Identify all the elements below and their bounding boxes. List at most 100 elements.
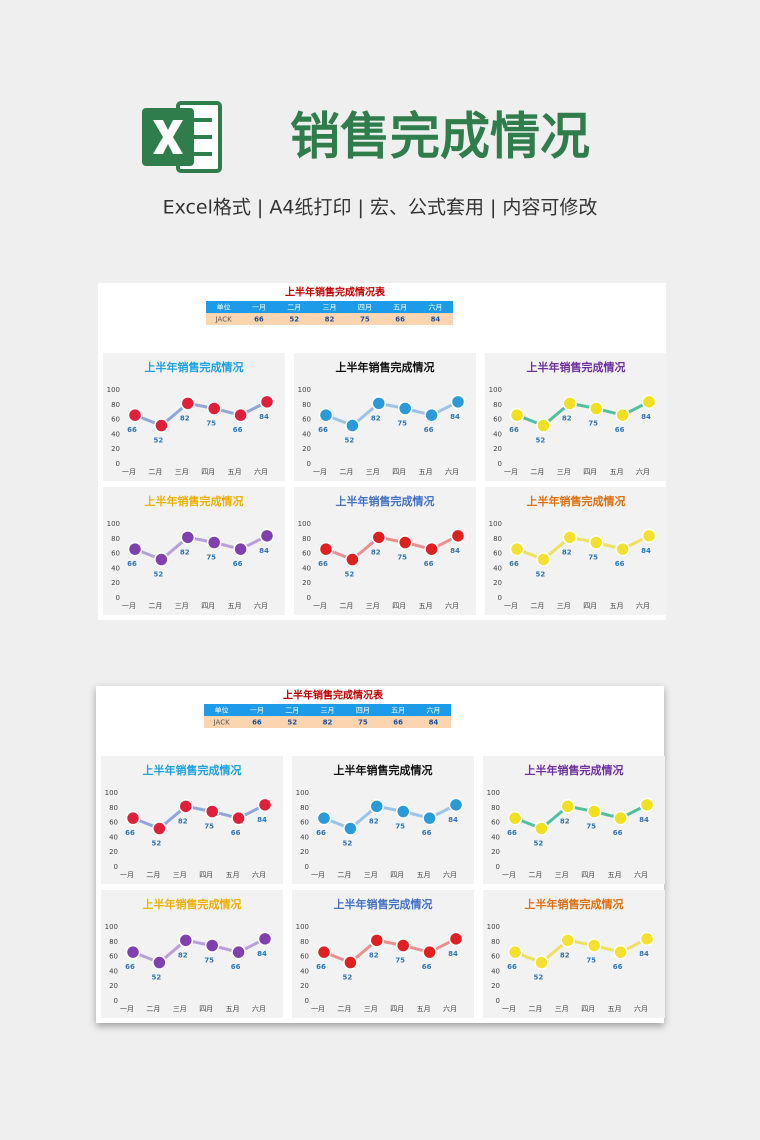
y-tick-label: 100 (489, 520, 502, 528)
x-tick-label: 四月 (583, 468, 597, 476)
data-label: 66 (318, 426, 328, 434)
point-marker (536, 552, 551, 567)
x-tick-label: 四月 (392, 468, 406, 476)
data-label: 84 (641, 547, 651, 555)
x-tick-label: 一月 (313, 602, 327, 610)
y-tick-label: 80 (300, 804, 309, 812)
data-label: 66 (507, 963, 517, 971)
y-tick-label: 60 (111, 550, 120, 558)
point-marker (397, 535, 413, 550)
excel-icon (142, 101, 222, 173)
data-label: 66 (424, 560, 434, 568)
point-marker (450, 394, 466, 410)
x-tick-label: 六月 (443, 870, 457, 879)
point-marker (206, 535, 222, 550)
y-tick-label: 0 (496, 863, 500, 871)
x-tick-label: 四月 (583, 602, 597, 610)
data-label: 82 (562, 548, 572, 556)
y-tick-label: 60 (302, 550, 311, 558)
point-marker (615, 541, 630, 557)
table-header-cell: 四月 (356, 707, 370, 715)
point-marker (318, 407, 334, 423)
point-marker (204, 938, 220, 953)
x-tick-label: 二月 (146, 871, 160, 879)
x-tick-label: 四月 (392, 602, 406, 610)
x-tick-label: 三月 (555, 1005, 569, 1013)
data-label: 52 (152, 840, 162, 848)
y-tick-label: 0 (307, 460, 311, 468)
table-cell: JACK (215, 316, 232, 324)
data-label: 66 (613, 829, 623, 837)
data-label: 82 (562, 414, 572, 422)
point-marker (318, 541, 334, 557)
point-marker (125, 944, 141, 960)
data-label: 84 (448, 816, 458, 824)
x-tick-label: 六月 (634, 1004, 648, 1013)
y-tick-label: 20 (109, 848, 118, 856)
data-label: 52 (154, 571, 164, 579)
point-marker (206, 401, 222, 416)
data-label: 52 (534, 974, 544, 982)
point-marker (127, 407, 143, 423)
table-header-cell: 一月 (252, 304, 266, 312)
x-tick-label: 二月 (337, 871, 351, 879)
chart-title: 上半年销售完成情况 (527, 360, 626, 374)
point-marker (154, 418, 169, 433)
point-marker (231, 944, 246, 960)
y-tick-label: 0 (114, 997, 118, 1005)
data-label: 82 (178, 951, 188, 959)
point-marker (448, 797, 464, 813)
y-tick-label: 20 (300, 982, 309, 990)
point-marker (424, 541, 439, 557)
table-header-cell: 六月 (426, 706, 440, 715)
x-tick-label: 四月 (581, 1005, 595, 1013)
y-tick-label: 40 (300, 967, 309, 975)
y-tick-label: 40 (300, 833, 309, 841)
x-tick-label: 六月 (636, 467, 650, 476)
point-marker (534, 955, 549, 970)
data-label: 52 (343, 974, 353, 982)
x-tick-label: 四月 (201, 468, 215, 476)
point-marker (180, 530, 196, 545)
data-label: 52 (152, 974, 162, 982)
y-tick-label: 20 (302, 579, 311, 587)
x-tick-label: 五月 (226, 1005, 240, 1013)
y-tick-label: 20 (111, 579, 120, 587)
point-marker (233, 541, 248, 557)
x-tick-label: 四月 (199, 1005, 213, 1013)
point-marker (343, 821, 358, 836)
x-tick-label: 四月 (390, 1005, 404, 1013)
y-tick-label: 100 (105, 789, 118, 797)
data-label: 84 (639, 816, 649, 824)
y-tick-label: 20 (493, 579, 502, 587)
x-tick-label: 六月 (443, 1004, 457, 1013)
point-marker (369, 933, 385, 948)
point-marker (562, 396, 578, 411)
x-tick-label: 六月 (254, 467, 268, 476)
point-marker (560, 799, 576, 814)
point-marker (639, 797, 655, 813)
data-label: 66 (316, 829, 326, 837)
x-tick-label: 三月 (173, 1005, 187, 1013)
data-label: 82 (369, 951, 379, 959)
data-label: 66 (422, 829, 432, 837)
y-tick-label: 80 (302, 401, 311, 409)
point-marker (509, 407, 525, 423)
point-marker (231, 810, 246, 826)
data-label: 82 (560, 951, 570, 959)
y-tick-label: 0 (307, 594, 311, 602)
x-tick-label: 五月 (610, 602, 624, 610)
x-tick-label: 三月 (364, 1005, 378, 1013)
point-marker (178, 933, 194, 948)
y-tick-label: 20 (493, 445, 502, 453)
point-marker (257, 931, 273, 947)
x-tick-label: 二月 (528, 871, 542, 879)
point-marker (448, 931, 464, 947)
y-tick-label: 40 (302, 430, 311, 438)
x-tick-label: 二月 (337, 1005, 351, 1013)
chart-title: 上半年销售完成情况 (334, 897, 433, 911)
x-tick-label: 五月 (608, 871, 622, 879)
x-tick-label: 五月 (419, 602, 433, 610)
data-label: 75 (397, 420, 407, 428)
